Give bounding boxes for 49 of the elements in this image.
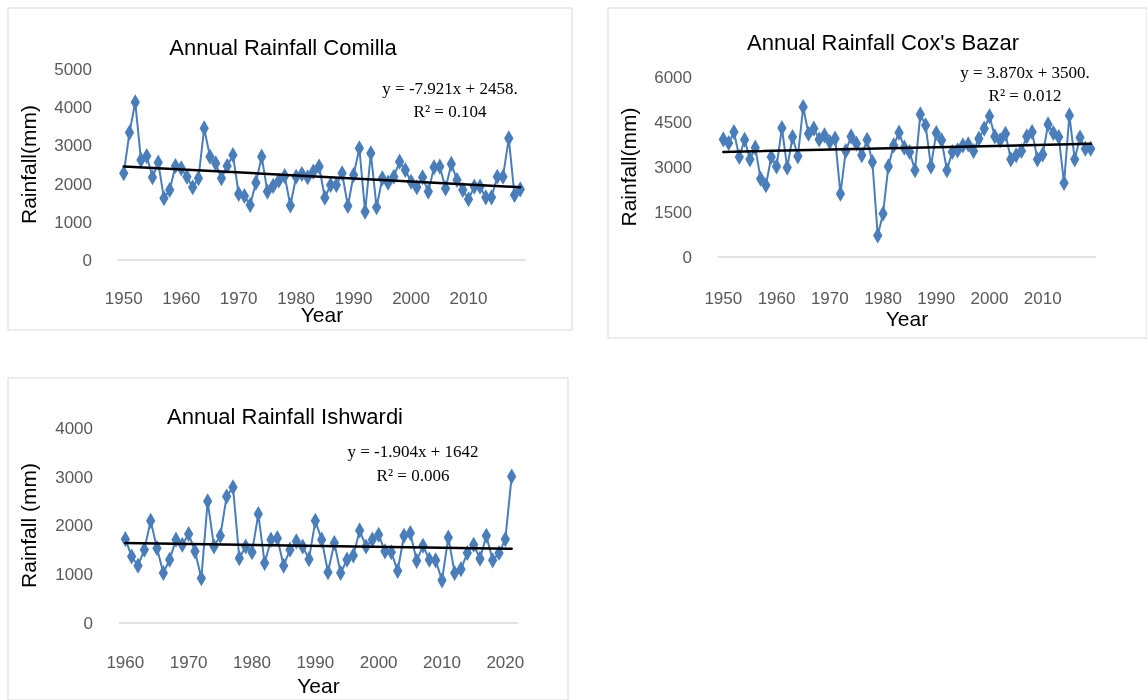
x-tick-label: 2000 <box>392 289 430 308</box>
y-tick-label: 0 <box>82 250 92 270</box>
y-tick-label: 2000 <box>55 516 93 536</box>
y-axis-title: Rainfall(mm) <box>17 104 40 225</box>
y-tick-label: 4000 <box>55 418 93 438</box>
y-tick-label: 5000 <box>54 59 92 79</box>
y-tick-label: 1000 <box>54 212 92 232</box>
x-tick-label: 2000 <box>359 653 398 672</box>
x-tick-label: 1950 <box>704 289 743 308</box>
x-tick-label: 1970 <box>810 289 849 308</box>
x-axis-title: Year <box>297 674 340 697</box>
x-tick-label: 1960 <box>162 289 201 308</box>
y-tick-label: 0 <box>682 247 692 267</box>
x-tick-label: 1990 <box>917 289 956 308</box>
annotation: R² = 0.012 <box>988 86 1062 105</box>
y-tick-label: 1000 <box>55 565 93 585</box>
y-tick-label: 0 <box>83 613 93 633</box>
chart-title: Annual Rainfall Comilla <box>169 35 398 60</box>
y-tick-label: 3000 <box>654 157 692 177</box>
y-tick-label: 6000 <box>654 67 692 87</box>
x-tick-label: 2000 <box>970 289 1009 308</box>
y-tick-label: 3000 <box>54 136 92 156</box>
x-tick-label: 1970 <box>219 289 258 308</box>
chart-title: Annual Rainfall Cox's Bazar <box>746 30 1020 55</box>
y-axis-title: Rainfall(mm) <box>617 107 640 227</box>
y-tick-label: 4500 <box>654 112 692 132</box>
annotation: y = -1.904x + 1642 <box>347 442 479 461</box>
x-tick-label: 1990 <box>296 653 335 672</box>
x-tick-label: 1980 <box>864 289 902 308</box>
annotation: R² = 0.104 <box>413 102 487 121</box>
x-tick-label: 2010 <box>1023 289 1062 308</box>
y-tick-label: 3000 <box>55 467 93 487</box>
y-tick-label: 2000 <box>54 174 92 194</box>
x-tick-label: 1980 <box>233 653 271 672</box>
x-tick-label: 1950 <box>104 289 143 308</box>
x-tick-label: 2020 <box>486 653 525 672</box>
y-axis-title: Rainfall (mm) <box>17 463 40 588</box>
x-tick-label: 1960 <box>757 289 796 308</box>
y-tick-label: 4000 <box>54 98 92 118</box>
annotation: y = -7.921x + 2458. <box>382 79 518 98</box>
chart-title: Annual Rainfall Ishwardi <box>166 404 404 429</box>
x-tick-label: 1970 <box>169 653 208 672</box>
x-tick-label: 1960 <box>106 653 145 672</box>
y-tick-label: 1500 <box>654 202 692 222</box>
x-axis-title: Year <box>885 307 929 330</box>
annotation: y = 3.870x + 3500. <box>960 63 1090 82</box>
x-tick-label: 2010 <box>423 653 461 672</box>
x-tick-label: 2010 <box>449 289 488 308</box>
annotation: R² = 0.006 <box>376 466 450 485</box>
